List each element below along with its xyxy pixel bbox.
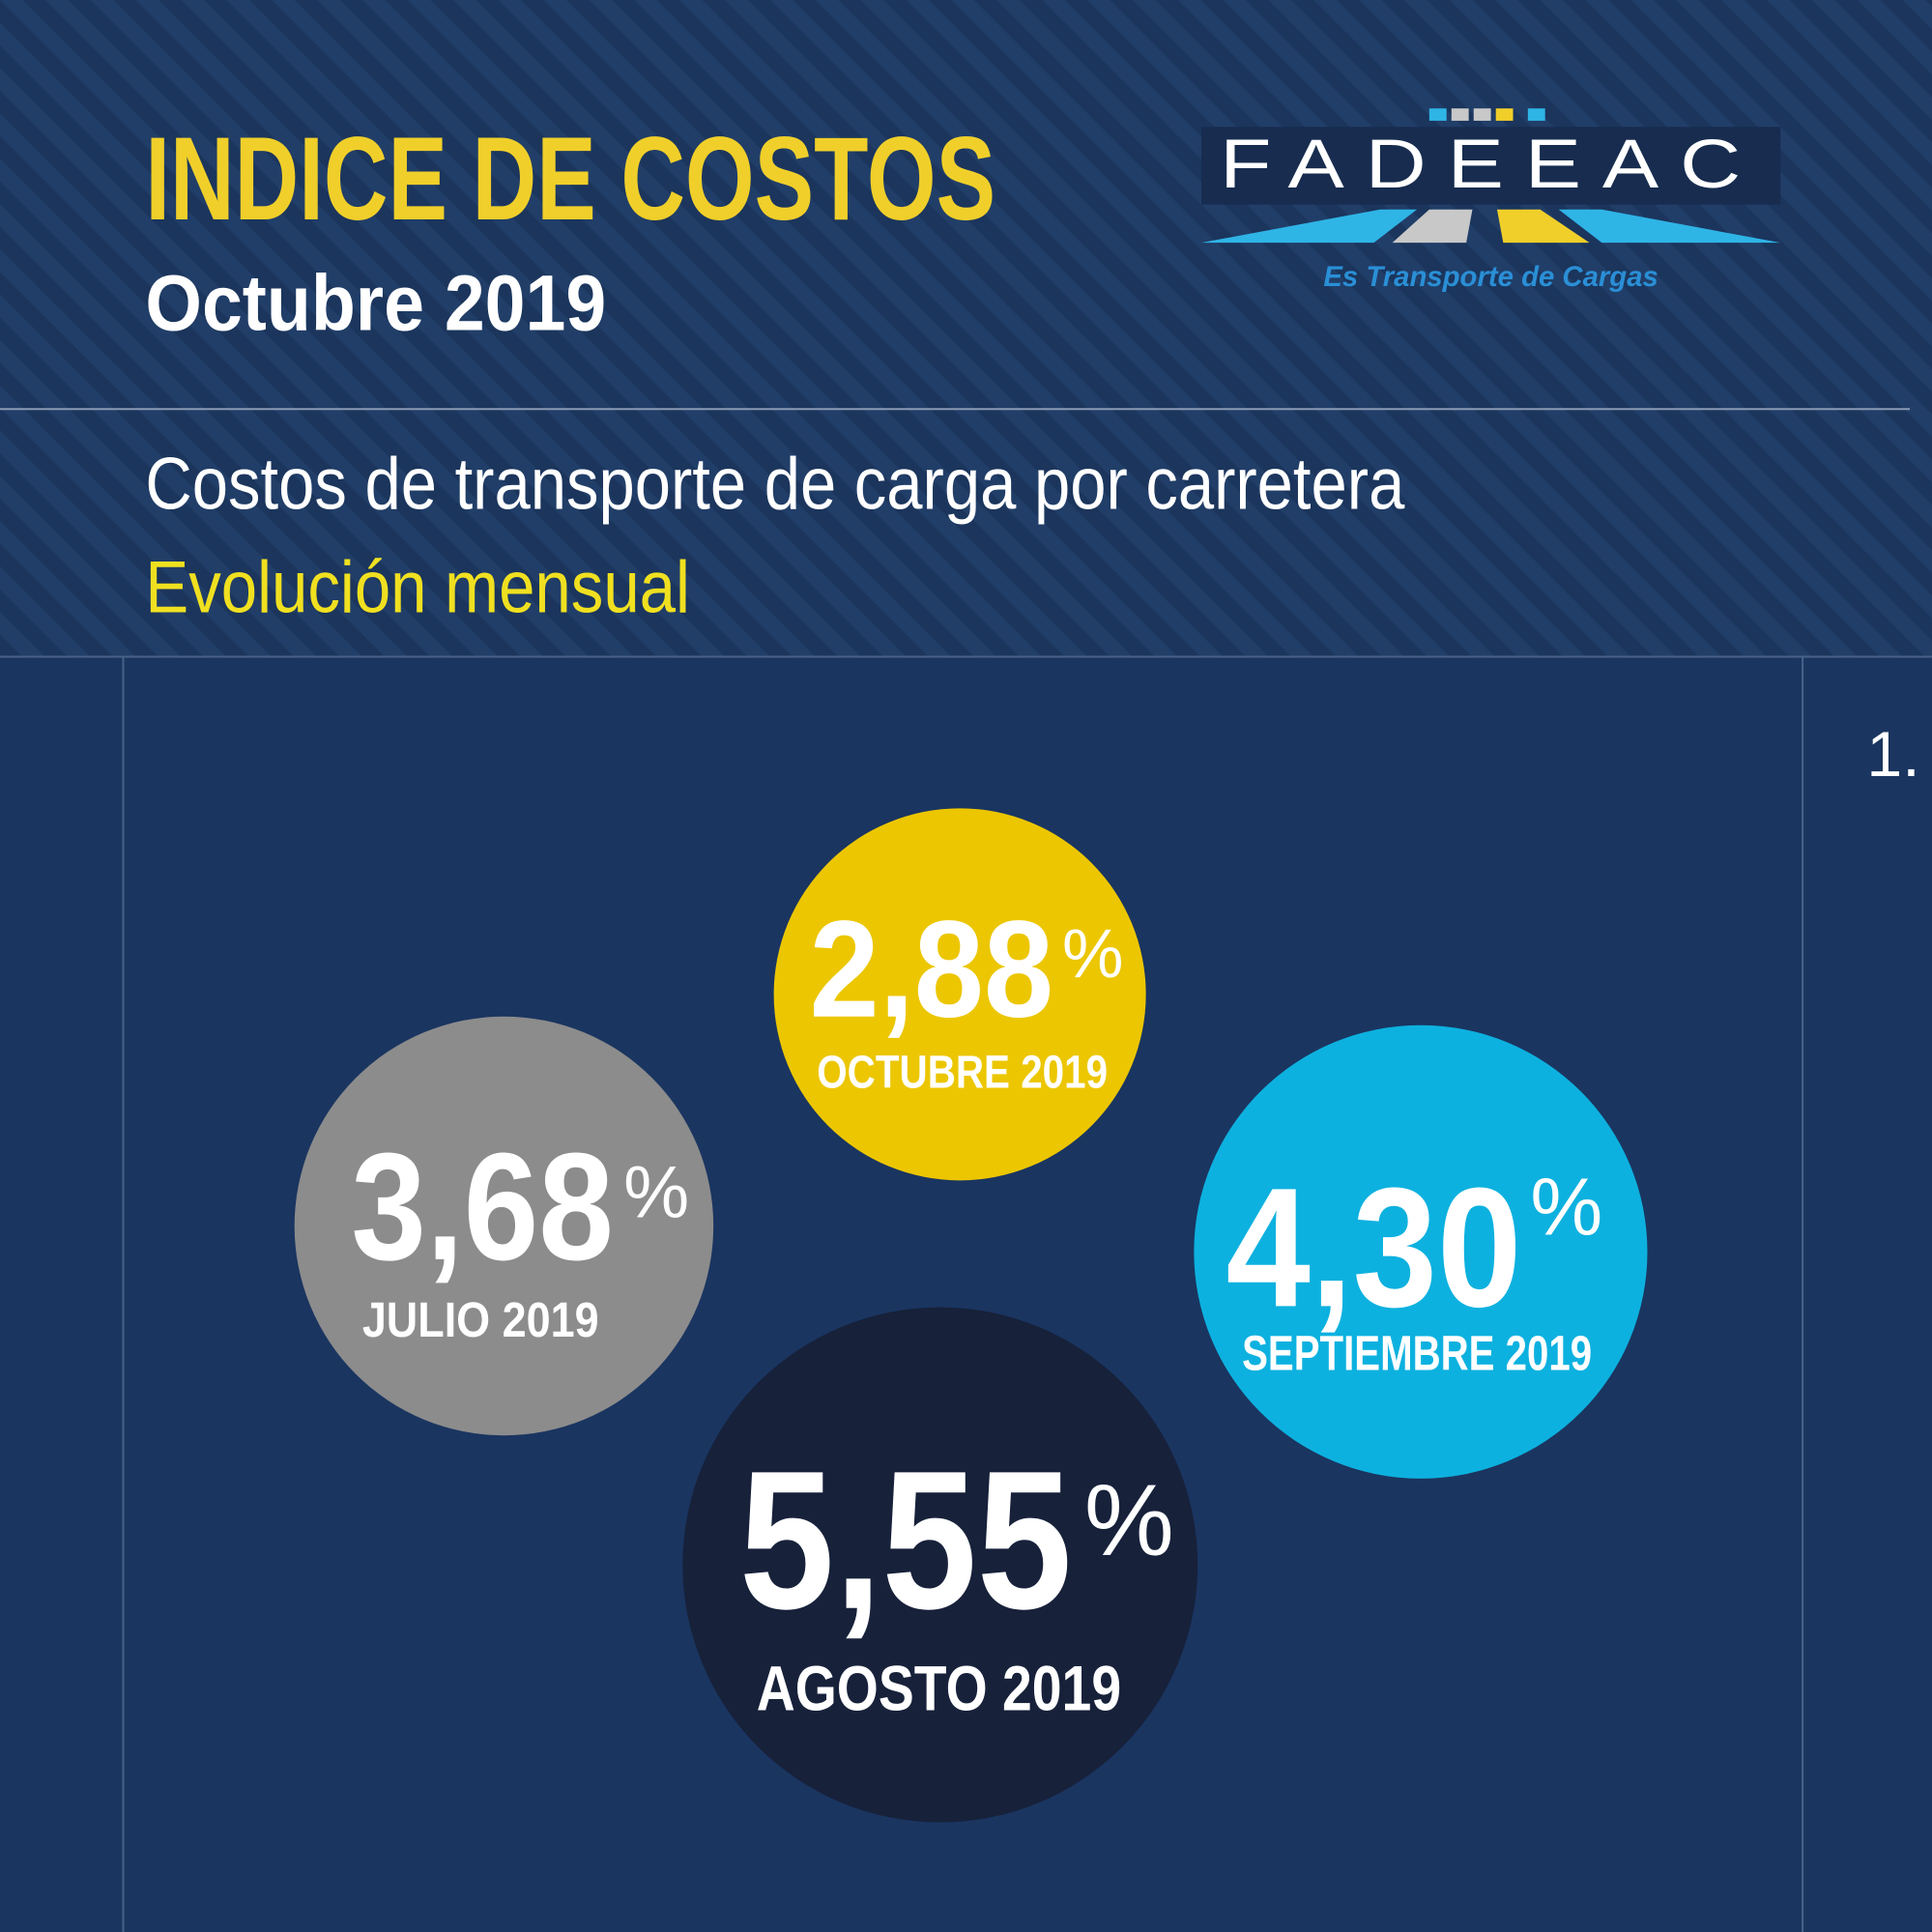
logo-box: [1201, 127, 1781, 205]
logo: FADEEAC Es Transporte de Cargas: [1201, 108, 1781, 293]
logo-road: [1558, 209, 1781, 244]
bubble: 4,30 % SEPTIEMBRE 2019: [1194, 1024, 1648, 1479]
section-title: Costos de transporte de carga por carret…: [145, 444, 1404, 526]
section-subtitle: Evolución mensual: [145, 547, 689, 629]
subtitle: Octubre 2019: [145, 260, 606, 348]
bubble-circle: [682, 1307, 1198, 1823]
title: INDICE DE COSTOS: [145, 112, 995, 245]
bubble-value: 2,88: [810, 893, 1053, 1047]
logo-mark: [1473, 108, 1491, 121]
bubble-label: JULIO 2019: [362, 1292, 599, 1347]
bubble: 3,68 % JULIO 2019: [294, 1016, 714, 1436]
bubble-unit: %: [623, 1152, 689, 1234]
bubble-label: AGOSTO 2019: [757, 1654, 1121, 1725]
bubble-label: OCTUBRE 2019: [817, 1047, 1108, 1099]
logo-mark: [1495, 108, 1514, 121]
logo-mark: [1428, 108, 1447, 121]
logo-tagline: Es Transporte de Cargas: [1323, 261, 1658, 293]
header-band: [0, 0, 1932, 657]
logo-road: [1201, 209, 1418, 244]
bubble-value: 5,55: [739, 1430, 1072, 1651]
bubble-unit: %: [1530, 1161, 1602, 1252]
bubble: 2,88 % OCTUBRE 2019: [773, 808, 1146, 1181]
bubble-circle: [1194, 1024, 1648, 1479]
bubble-value: 3,68: [351, 1122, 614, 1292]
bubble: 5,55 % AGOSTO 2019: [682, 1307, 1198, 1823]
logo-mark: [1527, 108, 1545, 121]
bubble-label: SEPTIEMBRE 2019: [1242, 1326, 1592, 1381]
bubble-circle: [773, 808, 1146, 1181]
logo-name: FADEEAC: [1220, 126, 1762, 203]
section-marker: 1.: [1866, 719, 1919, 791]
bubble-value: 4,30: [1226, 1153, 1521, 1342]
logo-road: [1392, 209, 1473, 244]
bubble-circle: [294, 1016, 714, 1436]
bubble-unit: %: [1062, 915, 1123, 993]
logo-mark: [1451, 108, 1469, 121]
bubble-unit: %: [1084, 1464, 1174, 1577]
logo-road: [1496, 209, 1590, 244]
